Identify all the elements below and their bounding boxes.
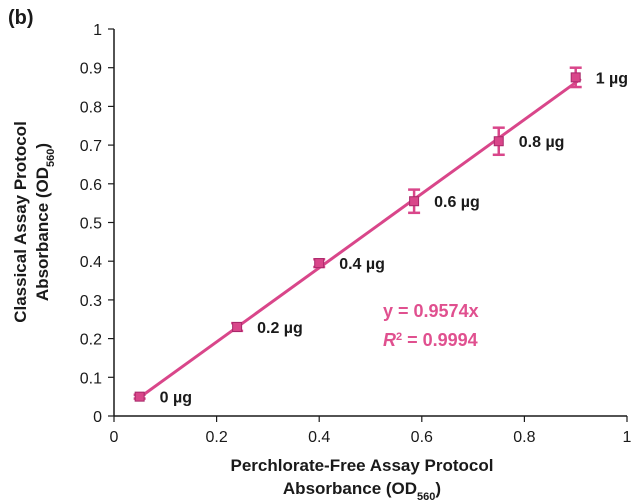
y-tick-label: 0.3	[80, 293, 102, 310]
y-tick-label: 0.2	[80, 332, 102, 349]
x-axis-title-end: )	[435, 479, 441, 498]
r-squared-text: R2 = 0.9994	[383, 330, 478, 350]
y-tick-label: 0.4	[80, 254, 102, 271]
x-tick-label: 1	[623, 429, 632, 446]
tick-group: 0 0.2 0.4 0.6 0.8 1 0 0.1 0.2 0.3 0.4 0.5 0.6 0.7 0.8 0…	[80, 22, 632, 446]
data-points-group: 0 µg 0.2 µg 0.4 µg 0.6 µg 0.8 µg 1 µg	[133, 66, 628, 407]
x-tick-label: 0	[110, 429, 119, 446]
data-point	[570, 72, 581, 83]
y-tick-label: 0.6	[80, 177, 102, 194]
y-axis-title-line2: Absorbance (OD560)	[33, 143, 57, 301]
axes	[113, 29, 627, 417]
data-label: 0.2 µg	[257, 320, 303, 337]
data-label: 1 µg	[596, 70, 628, 87]
x-axis-title-subscript: 560	[417, 491, 435, 503]
y-axis-title-subscript: 560	[45, 149, 57, 167]
y-tick-label: 1	[93, 22, 102, 39]
panel-label: (b)	[8, 7, 34, 29]
data-point	[314, 258, 325, 269]
x-tick-label: 0.6	[411, 429, 433, 446]
data-label: 0.8 µg	[519, 134, 565, 151]
data-label: 0.4 µg	[339, 256, 385, 273]
data-point	[409, 196, 420, 207]
equation-text: y = 0.9574x	[383, 301, 479, 321]
data-point	[134, 391, 145, 402]
r-squared-symbol: R	[383, 330, 396, 350]
r-squared-value: = 0.9994	[402, 330, 478, 350]
x-tick-label: 0.4	[308, 429, 330, 446]
data-point	[232, 321, 243, 332]
y-tick-label: 0.5	[80, 216, 102, 233]
y-tick-label: 0.7	[80, 138, 102, 155]
y-tick-label: 0.8	[80, 99, 102, 116]
y-tick-label: 0.1	[80, 370, 102, 387]
data-point	[493, 136, 504, 147]
y-axis-title-end: )	[33, 143, 52, 149]
x-tick-label: 0.2	[205, 429, 227, 446]
r-squared-superscript: 2	[396, 331, 402, 343]
fit-line-group	[138, 77, 582, 399]
fit-line	[138, 77, 582, 399]
y-tick-label: 0	[93, 409, 102, 426]
x-axis-title-line2: Absorbance (OD560)	[283, 479, 441, 503]
y-axis-title-line1: Classical Assay Protocol	[11, 121, 30, 323]
y-axis-title-main: Absorbance (OD	[33, 167, 52, 301]
x-axis-title-main: Absorbance (OD	[283, 479, 417, 498]
x-axis-title-line1: Perchlorate-Free Assay Protocol	[231, 456, 494, 475]
data-label: 0 µg	[160, 390, 192, 407]
x-tick-label: 0.8	[513, 429, 535, 446]
data-label: 0.6 µg	[434, 194, 480, 211]
y-tick-label: 0.9	[80, 61, 102, 78]
